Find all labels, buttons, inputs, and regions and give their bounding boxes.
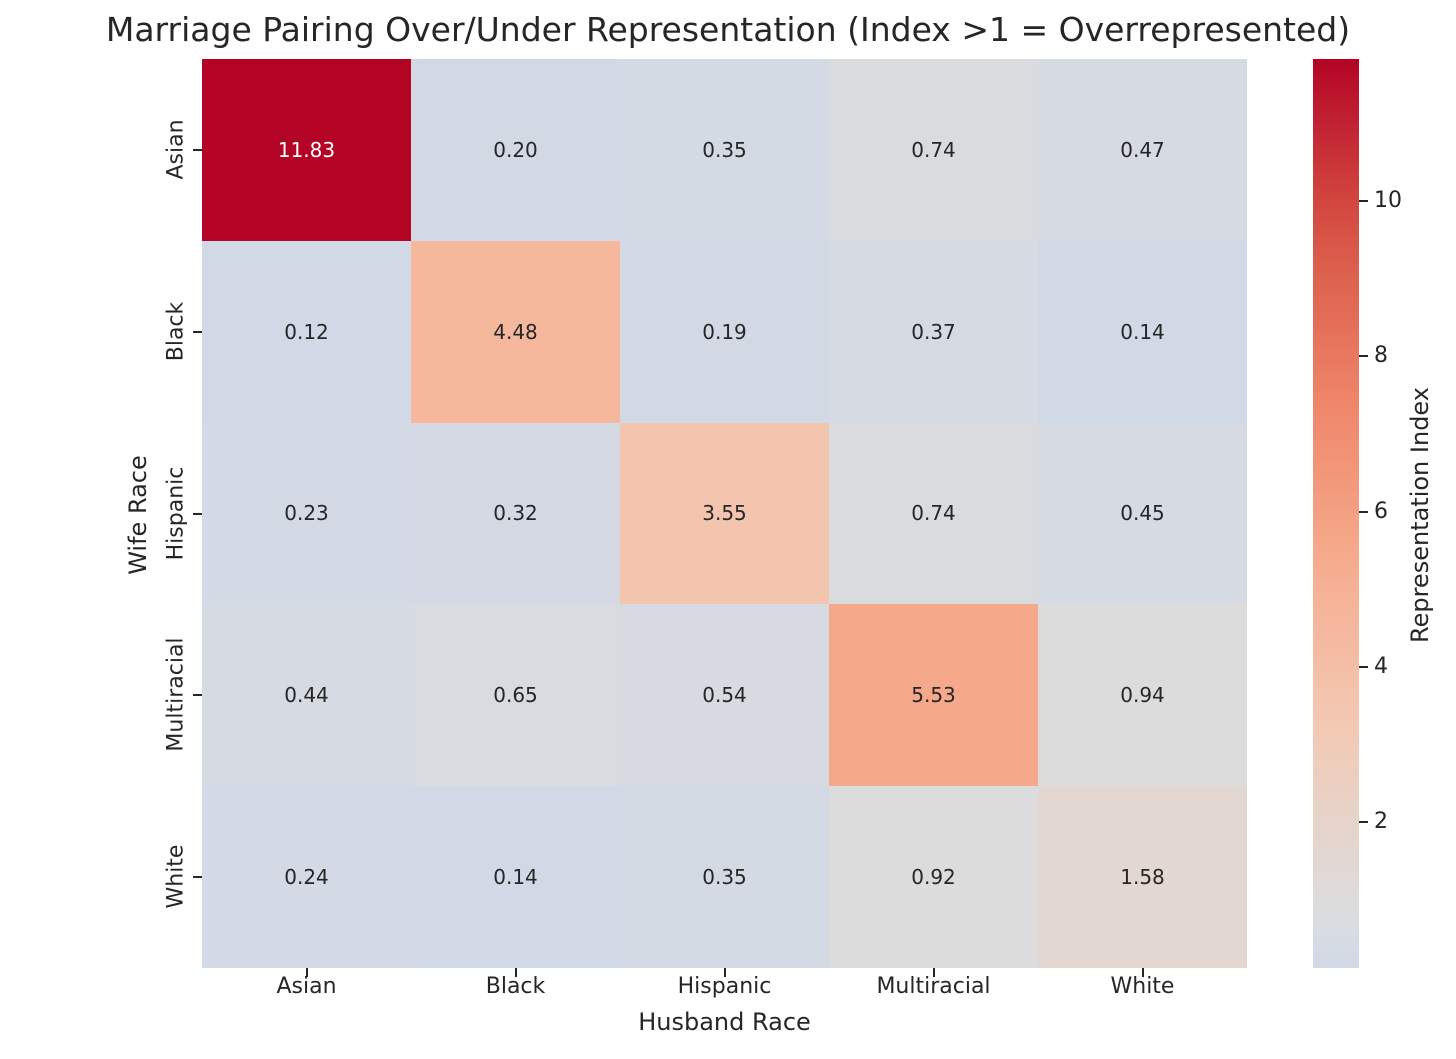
cell-value: 0.94: [1120, 683, 1165, 708]
colorbar-tick-label: 4: [1374, 653, 1388, 679]
x-axis-label: Husband Race: [638, 1008, 811, 1036]
chart-title: Marriage Pairing Over/Under Representati…: [105, 10, 1351, 49]
colorbar: [1313, 59, 1359, 968]
heatmap-cell: 0.44: [202, 604, 411, 787]
heatmap-cell: 4.48: [411, 240, 620, 423]
cell-value: 0.14: [493, 865, 538, 890]
heatmap-cell: 0.19: [620, 240, 829, 423]
cell-value: 0.65: [493, 683, 538, 708]
cell-value: 0.12: [284, 319, 329, 344]
heatmap-cell: 0.94: [1038, 604, 1247, 787]
x-axis-tick: [932, 968, 935, 977]
heatmap-cell: 0.92: [829, 786, 1038, 968]
heatmap-cell: 0.20: [411, 59, 620, 241]
cell-value: 0.14: [1120, 319, 1165, 344]
cell-value: 0.20: [493, 137, 538, 162]
cell-value: 1.58: [1120, 865, 1165, 890]
x-axis-tick: [305, 968, 308, 977]
cell-value: 0.54: [702, 683, 747, 708]
cell-value: 5.53: [911, 683, 956, 708]
cell-value: 0.35: [702, 137, 747, 162]
heatmap-cell: 11.83: [202, 59, 411, 241]
heatmap-cell: 0.45: [1038, 422, 1247, 605]
heatmap-cell: 0.54: [620, 604, 829, 787]
x-tick-label: Hispanic: [677, 974, 772, 999]
y-axis-tick: [193, 512, 202, 515]
heatmap-cell: 0.74: [829, 59, 1038, 241]
colorbar-tick: [1359, 510, 1368, 513]
heatmap-grid: 11.83 0.20 0.35 0.74 0.47 0.12 4.48 0.19 0.37 0.1…: [202, 59, 1247, 968]
colorbar-tick: [1359, 355, 1368, 358]
cell-value: 0.23: [284, 501, 329, 526]
cell-value: 0.24: [284, 865, 329, 890]
cell-value: 0.45: [1120, 501, 1165, 526]
x-tick-label: Asian: [276, 974, 337, 999]
y-axis-tick: [193, 694, 202, 697]
y-tick-label: White: [163, 844, 189, 909]
cell-value: 0.32: [493, 501, 538, 526]
cell-value: 11.83: [277, 137, 336, 162]
colorbar-tick-label: 6: [1374, 498, 1388, 524]
colorbar-tick-label: 2: [1374, 809, 1388, 835]
colorbar-tick: [1359, 665, 1368, 668]
heatmap-cell: 0.32: [411, 422, 620, 605]
cell-value: 0.19: [702, 319, 747, 344]
cell-value: 0.35: [702, 865, 747, 890]
heatmap-cell: 0.65: [411, 604, 620, 787]
heatmap-cell: 0.14: [411, 786, 620, 968]
y-axis-tick: [193, 330, 202, 333]
x-tick-label: Black: [485, 974, 546, 999]
y-axis-tick: [193, 876, 202, 879]
heatmap-cell: 0.14: [1038, 240, 1247, 423]
y-axis-tick: [193, 148, 202, 151]
heatmap-cell: 1.58: [1038, 786, 1247, 968]
x-axis-tick: [723, 968, 726, 977]
heatmap-cell: 0.23: [202, 422, 411, 605]
cell-value: 0.37: [911, 319, 956, 344]
heatmap-cell: 0.35: [620, 59, 829, 241]
colorbar-tick-label: 10: [1374, 188, 1402, 214]
x-tick-label: White: [1110, 974, 1175, 999]
y-axis-label: Wife Race: [124, 455, 152, 575]
x-tick-label: Multiracial: [876, 974, 991, 999]
heatmap-cell: 0.35: [620, 786, 829, 968]
cell-value: 4.48: [493, 319, 538, 344]
cell-value: 0.92: [911, 865, 956, 890]
heatmap-cell: 0.47: [1038, 59, 1247, 241]
colorbar-tick: [1359, 821, 1368, 824]
colorbar-label: Representation Index: [1406, 387, 1434, 643]
colorbar-tick-label: 8: [1374, 343, 1388, 369]
heatmap-cell: 0.24: [202, 786, 411, 968]
x-axis-tick: [1141, 968, 1144, 977]
heatmap-cell: 0.37: [829, 240, 1038, 423]
colorbar-tick: [1359, 200, 1368, 203]
heatmap-cell: 0.74: [829, 422, 1038, 605]
heatmap-cell: 3.55: [620, 422, 829, 605]
cell-value: 0.47: [1120, 137, 1165, 162]
cell-value: 0.44: [284, 683, 329, 708]
cell-value: 0.74: [911, 501, 956, 526]
cell-value: 3.55: [702, 501, 747, 526]
heatmap-cell: 5.53: [829, 604, 1038, 787]
heatmap-cell: 0.12: [202, 240, 411, 423]
cell-value: 0.74: [911, 137, 956, 162]
x-axis-tick: [514, 968, 517, 977]
